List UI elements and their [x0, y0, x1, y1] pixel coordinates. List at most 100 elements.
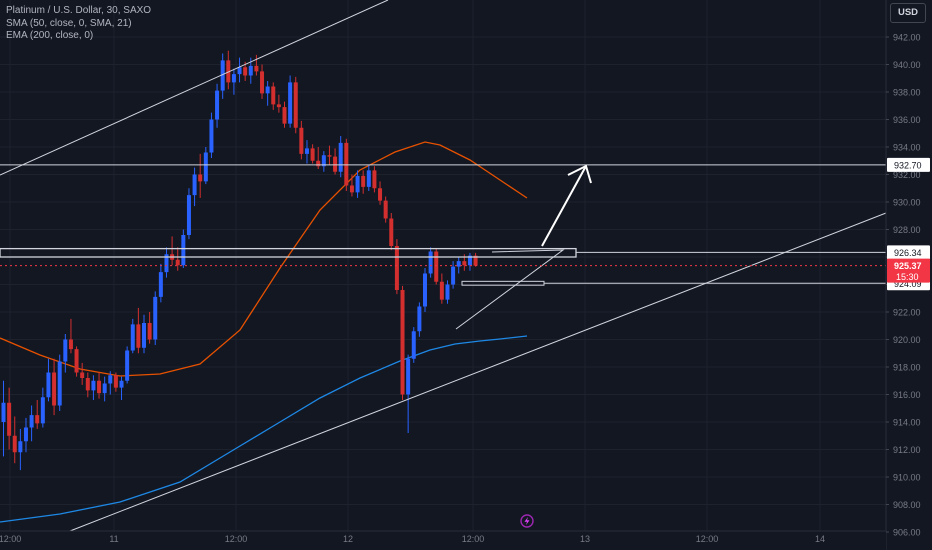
price-tick-label: 934.00 [893, 143, 921, 153]
candle-body [462, 261, 467, 266]
candle [400, 285, 405, 400]
candle [29, 405, 34, 442]
ema-indicator-label[interactable]: EMA (200, close, 0) [6, 30, 94, 41]
price-label-932-bg [887, 157, 930, 172]
candle-body [192, 174, 197, 196]
symbol-title[interactable]: Platinum / U.S. Dollar, 30, SAXO [6, 5, 152, 16]
candle-body [473, 255, 478, 266]
candle [406, 354, 411, 433]
candle-body [181, 235, 186, 266]
upper-channel-trendline[interactable] [0, 0, 389, 176]
candle [423, 268, 427, 312]
candle [147, 312, 152, 344]
candle-body [467, 255, 472, 266]
candle [91, 375, 96, 400]
candle-body [394, 246, 399, 290]
candle [383, 196, 388, 223]
candle [321, 151, 326, 172]
breakout-arrow-head [567, 164, 592, 184]
candle-body [276, 104, 281, 108]
price-tick-label: 910.00 [893, 473, 921, 483]
candle [411, 327, 416, 363]
time-axis-label: 12:00 [0, 534, 21, 544]
candle-body [108, 375, 113, 384]
drawings [0, 0, 887, 532]
time-axis-label: 12 [343, 534, 353, 544]
candle-body [57, 361, 62, 406]
candle-body [406, 358, 411, 395]
candle-body [63, 339, 68, 362]
lightning-icon[interactable] [520, 514, 534, 528]
candle [349, 174, 354, 197]
candle [338, 136, 343, 178]
sma-50-line [0, 141, 528, 377]
breakout-arrow[interactable] [541, 165, 587, 247]
price-tick-label: 912.00 [893, 445, 921, 455]
candle-body [417, 306, 422, 332]
candle [215, 83, 220, 128]
price-tick-label: 928.00 [893, 225, 921, 235]
candle [80, 362, 85, 385]
candle [164, 247, 169, 278]
candle-body [158, 272, 163, 297]
time-axis-background [0, 531, 886, 550]
candle [237, 57, 242, 83]
price-tick-label: 906.00 [893, 528, 921, 538]
candle-body [130, 324, 135, 351]
candlesticks [1, 50, 478, 471]
candle-body [361, 175, 366, 187]
candle [23, 417, 28, 453]
candle-body [74, 349, 79, 373]
price-tick-label: 920.00 [893, 335, 921, 345]
candle-body [231, 74, 236, 83]
time-axis-label: 12:00 [696, 534, 719, 544]
time-axis[interactable]: 12:00 11 12:00 12 12:00 13 12:00 14 [0, 530, 886, 550]
currency-button[interactable]: USD [890, 3, 926, 23]
candle [158, 263, 163, 303]
candle [417, 302, 422, 337]
candle-body [220, 60, 225, 91]
candle [333, 148, 338, 175]
price-label-932-text: 932.70 [894, 160, 922, 170]
candle-body [147, 323, 152, 340]
candle-body [366, 170, 371, 187]
current-price-bg [887, 258, 930, 283]
candle-body [175, 259, 180, 266]
candle-body [254, 65, 259, 72]
time-axis-label: 12:00 [462, 534, 485, 544]
candle-body [119, 380, 124, 388]
price-label-926-bg [887, 245, 930, 260]
candle-body [372, 170, 377, 189]
candle [186, 188, 191, 240]
candle [209, 112, 214, 158]
candle [299, 120, 304, 160]
candle-body [18, 441, 23, 453]
candle-body [125, 350, 130, 381]
price-axis[interactable]: 942.00 940.00 938.00 936.00 934.00 932.00 930.… [885, 0, 932, 550]
candle [288, 75, 293, 128]
candle [439, 273, 444, 304]
candle [265, 81, 270, 106]
candle-body [85, 378, 90, 391]
candle-body [23, 427, 28, 442]
candle-body [355, 175, 360, 193]
candle-body [316, 160, 321, 167]
candle-body [310, 148, 315, 161]
candle [136, 307, 141, 354]
price-tick-label: 914.00 [893, 418, 921, 428]
candle-body [423, 273, 427, 307]
candle-body [52, 372, 57, 406]
candle-body [304, 148, 309, 154]
candle-body [400, 290, 405, 395]
sma-indicator-label[interactable]: SMA (50, close, 0, SMA, 21) [6, 17, 132, 29]
candle [7, 387, 12, 450]
candle [63, 334, 68, 373]
triangle-pattern[interactable] [455, 249, 565, 330]
candle [473, 252, 478, 267]
candle-body [102, 383, 107, 394]
candle-body [113, 375, 118, 388]
candle-body [29, 415, 34, 428]
